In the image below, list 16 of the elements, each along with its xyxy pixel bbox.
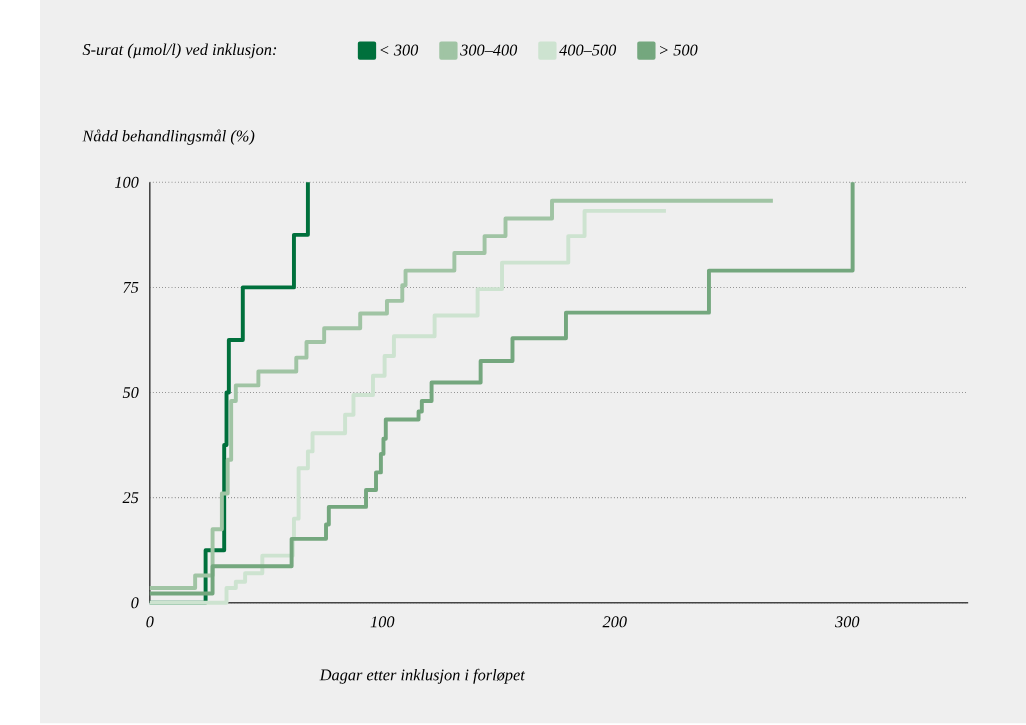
y-tick-label: 25 <box>122 492 139 504</box>
legend-title: S-urat (µmol/l) ved inklusjon: <box>82 43 277 59</box>
x-tick-label: 300 <box>835 616 860 628</box>
y-tick-label: 100 <box>114 176 139 188</box>
y-tick-label: 0 <box>131 597 139 609</box>
legend-label: < 300 <box>380 44 419 56</box>
x-axis-title: Dagar etter inklusjon i forløpet <box>319 668 526 684</box>
x-tick-label: 200 <box>602 616 627 628</box>
legend-label: > 500 <box>659 44 698 56</box>
x-tick-label: 0 <box>146 616 154 628</box>
legend-label: 400–500 <box>559 44 617 56</box>
x-tick-label: 100 <box>370 616 395 628</box>
y-tick-label: 50 <box>122 386 139 398</box>
y-axis-title: Nådd behandlingsmål (%) <box>82 129 255 145</box>
y-tick-label: 75 <box>123 281 139 293</box>
legend-label: 300–400 <box>460 44 518 56</box>
